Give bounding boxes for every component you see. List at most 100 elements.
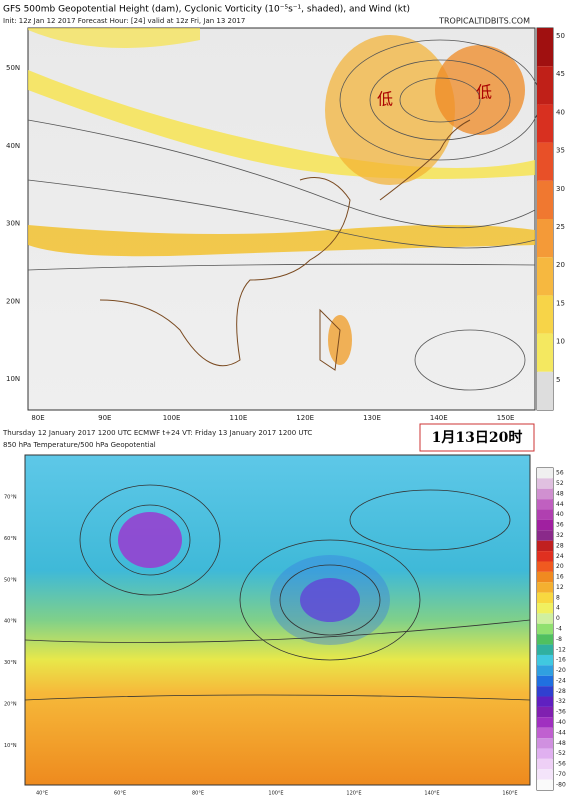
colorbar-cell <box>537 142 553 181</box>
colorbar-cell <box>537 582 553 593</box>
lon-label: 40°E <box>36 791 48 797</box>
colorbar-cell <box>537 654 553 666</box>
colorbar-cell <box>537 665 553 676</box>
colorbar-label: -70 <box>556 771 566 778</box>
colorbar-cell <box>537 571 553 583</box>
colorbar-cell <box>537 706 553 718</box>
colorbar-cell <box>537 686 553 697</box>
colorbar-label: 12 <box>556 584 564 591</box>
colorbar-label: 25 <box>556 223 565 231</box>
colorbar-label: 48 <box>556 490 564 497</box>
colorbar-cell <box>537 499 553 510</box>
colorbar-label: -12 <box>556 646 566 653</box>
colorbar-label: -24 <box>556 677 566 684</box>
colorbar-label: 4 <box>556 605 560 612</box>
colorbar-label: -20 <box>556 667 566 674</box>
vorticity-band <box>28 28 200 48</box>
colorbar-label: 50 <box>556 32 565 40</box>
lat-label: 10°N <box>4 743 17 749</box>
cold-core <box>118 512 182 568</box>
top-subtitle: Init: 12z Jan 12 2017 Forecast Hour: [24… <box>3 17 245 25</box>
colorbar-label: 24 <box>556 553 564 560</box>
colorbar-cell <box>537 727 553 739</box>
lon-label: 120E <box>296 414 314 422</box>
colorbar-cell <box>537 738 553 749</box>
colorbar-label: -80 <box>556 781 566 788</box>
colorbar-cell <box>537 644 553 655</box>
watermark: TROPICALTIDBITS.COM <box>438 17 530 26</box>
colorbar-cell <box>537 28 553 67</box>
bottom-header: Thursday 12 January 2017 1200 UTC ECMWF … <box>2 429 312 437</box>
geopotential-contours <box>24 484 531 701</box>
colorbar-cell <box>537 509 553 520</box>
colorbar-label: 35 <box>556 147 565 155</box>
colorbar-label: 36 <box>556 522 564 529</box>
colorbar-label: 52 <box>556 480 564 487</box>
low-label: 低 <box>377 90 393 109</box>
colorbar-cell <box>537 561 553 572</box>
lat-label: 40N <box>6 142 20 150</box>
lon-label: 140E <box>430 414 448 422</box>
vorticity-band <box>28 225 535 257</box>
lat-label: 50N <box>6 64 20 72</box>
colorbar-label: -36 <box>556 709 566 716</box>
colorbar-label: -16 <box>556 657 566 664</box>
colorbar-cell <box>537 530 553 541</box>
lon-label: 150E <box>497 414 515 422</box>
colorbar-cell <box>537 717 553 728</box>
vorticity-blob <box>328 315 352 365</box>
colorbar-label: 32 <box>556 532 564 539</box>
colorbar-label: -8 <box>556 636 562 643</box>
lat-label: 20N <box>6 297 20 305</box>
colorbar-label: 10 <box>556 338 565 346</box>
colorbar-label: -28 <box>556 688 566 695</box>
colorbar-cell <box>537 675 553 687</box>
colorbar-label: -40 <box>556 719 566 726</box>
colorbar-label: 40 <box>556 108 565 116</box>
colorbar-cell <box>537 66 553 105</box>
colorbar-cell <box>537 219 553 258</box>
top-title: GFS 500mb Geopotential Height (dam), Cyc… <box>3 5 410 15</box>
colorbar-label: 8 <box>556 594 560 601</box>
bottom-map <box>24 454 531 786</box>
lon-label: 60°E <box>114 791 126 797</box>
colorbar-cell <box>537 333 553 372</box>
coastlines <box>99 119 471 371</box>
colorbar-label: -48 <box>556 740 566 747</box>
colorbar-cell <box>537 180 553 219</box>
colorbar-cell <box>537 519 553 531</box>
vorticity-band <box>28 70 535 179</box>
badge-box <box>419 423 535 452</box>
colorbar-cell <box>537 748 553 759</box>
colorbar-label: -4 <box>556 626 562 633</box>
lon-label: 100E <box>163 414 181 422</box>
colorbar-label: 20 <box>556 261 565 269</box>
colorbar-label: -44 <box>556 729 566 736</box>
colorbar-label: -56 <box>556 761 566 768</box>
lon-label: 120°E <box>346 791 361 797</box>
lat-label: 60°N <box>4 536 17 542</box>
lat-label: 20°N <box>4 702 17 708</box>
colorbar-cell <box>537 696 553 707</box>
colorbar-label: 5 <box>556 376 560 384</box>
colorbar-label: 30 <box>556 185 565 193</box>
lon-label: 160°E <box>502 791 517 797</box>
colorbar-cell <box>537 371 553 410</box>
colorbar-label: 16 <box>556 574 564 581</box>
badge: 1月13日20时 <box>432 429 523 446</box>
colorbar-cell <box>537 540 553 552</box>
height-contours <box>27 39 541 391</box>
colorbar-label: 20 <box>556 563 564 570</box>
colorbar-label: 56 <box>556 470 564 477</box>
colorbar-cell <box>537 478 553 489</box>
lat-label: 10N <box>6 375 20 383</box>
colorbar-cell <box>537 488 553 500</box>
colorbar-cell <box>537 634 553 645</box>
colorbar-label: 44 <box>556 501 564 508</box>
lat-label: 40°N <box>4 619 17 625</box>
colorbar-cell <box>537 104 553 143</box>
lon-label: 100°E <box>268 791 283 797</box>
colorbar-cell <box>537 592 553 604</box>
colorbar-cell <box>537 551 553 562</box>
